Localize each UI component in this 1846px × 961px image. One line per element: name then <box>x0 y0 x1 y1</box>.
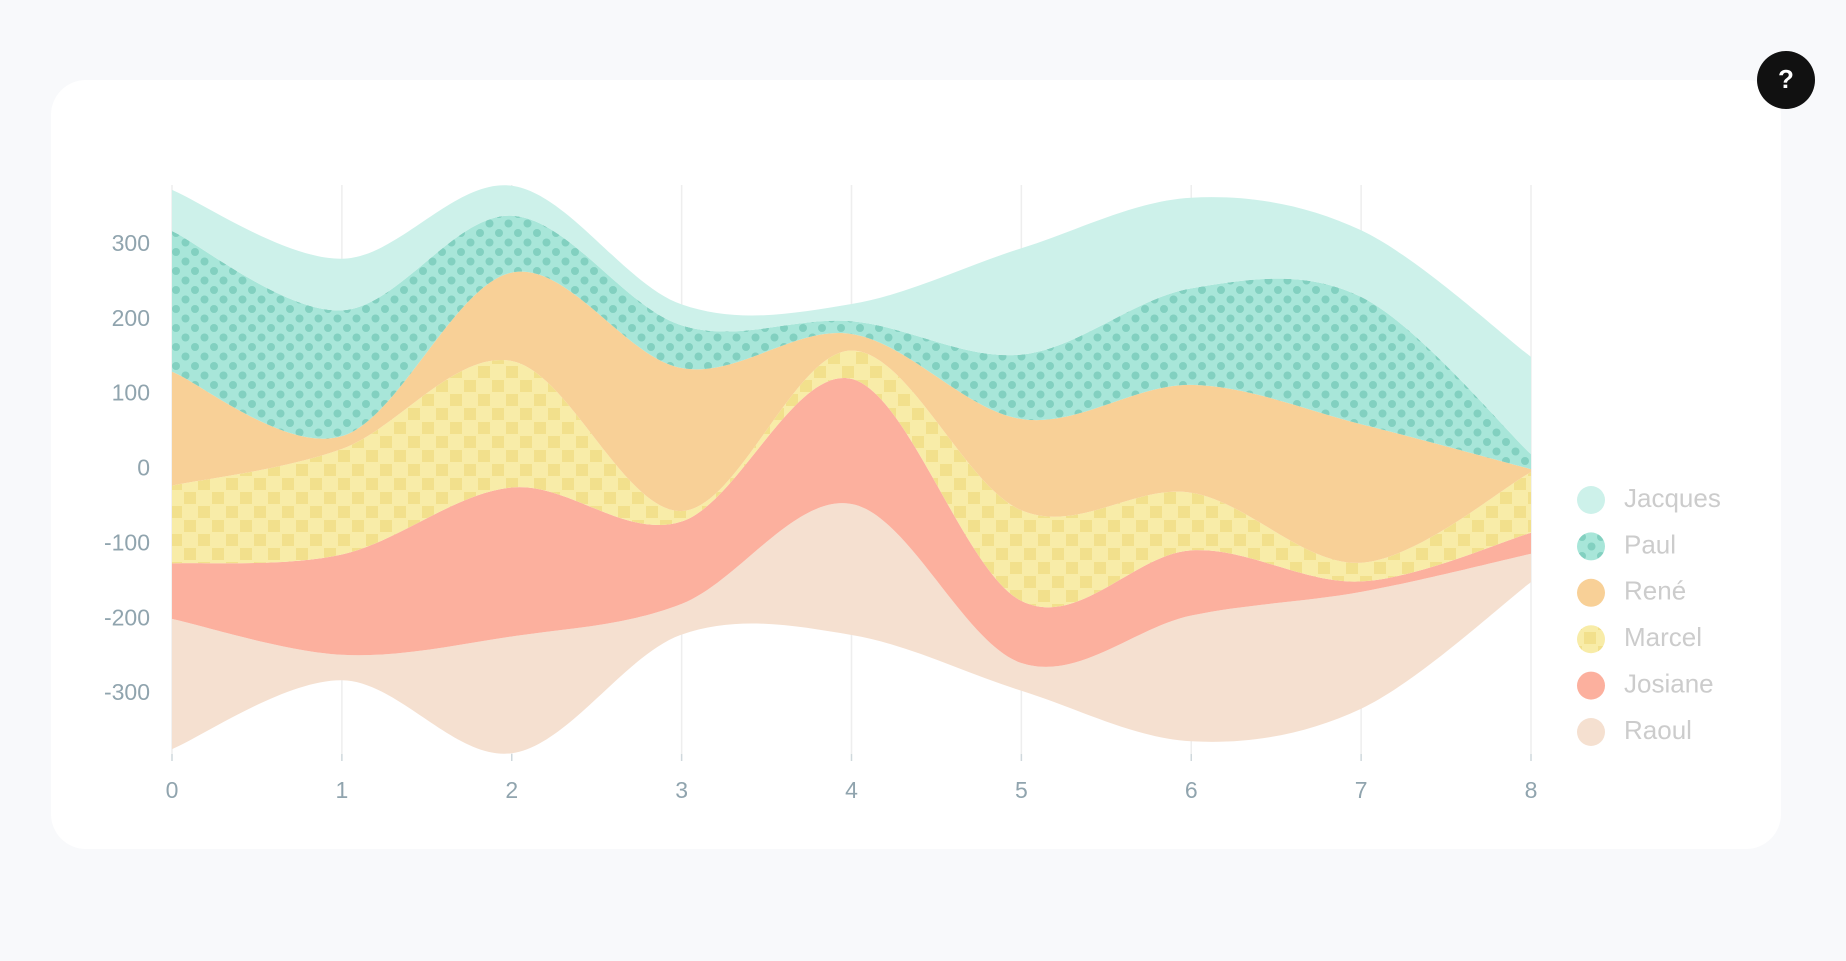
y-tick-label: 300 <box>112 230 150 256</box>
y-tick-label: 200 <box>112 305 150 331</box>
stream-layer <box>172 215 1531 470</box>
legend-swatch <box>1577 578 1605 607</box>
legend-label: Jacques <box>1624 483 1721 513</box>
layers <box>172 185 1531 754</box>
stream-layer <box>172 378 1531 667</box>
y-tick-label: 100 <box>112 380 150 406</box>
y-tick-label: -200 <box>104 604 150 630</box>
legend-swatch <box>1577 671 1605 700</box>
x-tick-label: 1 <box>335 777 348 803</box>
y-tick-label: 0 <box>137 455 150 481</box>
x-tick-label: 0 <box>166 777 179 803</box>
x-tick-label: 7 <box>1355 777 1368 803</box>
help-button[interactable] <box>1757 51 1815 109</box>
legend-label: Josiane <box>1624 668 1714 698</box>
x-tick-label: 4 <box>845 777 858 803</box>
y-tick-label: -300 <box>104 679 150 705</box>
stream-layer <box>172 350 1531 608</box>
legend-swatch <box>1577 625 1605 654</box>
plot: 0 1 2 3 4 5 6 7 8 -300 -200 -100 0 100 200 300 Jacques Pa… <box>104 185 1721 803</box>
x-tick-label: 8 <box>1525 777 1538 803</box>
legend-swatch <box>1577 532 1605 561</box>
help-icon[interactable]: ? <box>1778 64 1794 94</box>
y-tick-label: -100 <box>104 529 150 555</box>
x-tick-label: 2 <box>505 777 518 803</box>
legend-label: Paul <box>1624 529 1676 559</box>
x-tick-label: 6 <box>1185 777 1198 803</box>
legend-swatch <box>1577 718 1605 746</box>
stream-layer <box>172 185 1531 455</box>
x-tick-label: 5 <box>1015 777 1028 803</box>
stream-layer <box>172 503 1531 754</box>
legend-swatch <box>1577 486 1605 514</box>
x-tick-label: 3 <box>675 777 688 803</box>
stream-layer <box>172 271 1531 563</box>
legend-label: Marcel <box>1624 622 1702 652</box>
legend-label: René <box>1624 576 1686 606</box>
legend-label: Raoul <box>1624 715 1692 745</box>
